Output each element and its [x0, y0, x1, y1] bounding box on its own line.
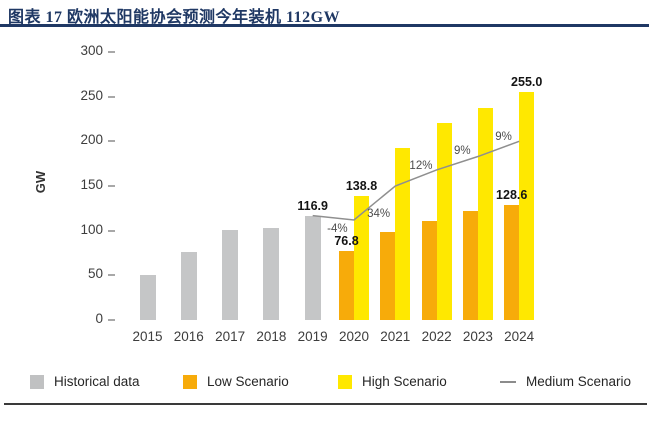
- value-label: 128.6: [496, 188, 528, 203]
- y-tick-label: 0: [95, 311, 103, 326]
- legend-item-historical: Historical data: [30, 374, 140, 389]
- high-scenario-swatch-icon: [338, 374, 352, 389]
- historical-swatch-icon: [30, 374, 44, 389]
- y-tick-label: 150: [80, 177, 103, 192]
- figure-title: 图表 17 欧洲太阳能协会预测今年装机 112GW: [8, 9, 341, 26]
- bar-historical-2018: [263, 227, 280, 320]
- legend-label-high: High Scenario: [362, 374, 447, 389]
- bar-low-2022: [421, 220, 437, 320]
- y-tick-label: 200: [80, 132, 103, 148]
- title-underline: [0, 24, 649, 27]
- x-label-2021: 2021: [380, 329, 411, 344]
- medium-scenario-line-icon: [500, 380, 516, 383]
- growth-label: -4%: [327, 222, 348, 235]
- bar-high-2024: [519, 92, 535, 320]
- bar-high-2021: [395, 147, 411, 320]
- low-scenario-swatch-icon: [183, 374, 197, 389]
- y-tick-mark: [108, 51, 115, 53]
- legend-item-low: Low Scenario: [183, 374, 289, 389]
- value-label: 138.8: [345, 179, 378, 193]
- legend-label-medium: Medium Scenario: [526, 374, 632, 389]
- bar-historical-2016: [180, 252, 197, 320]
- y-tick-mark: [108, 140, 115, 143]
- legend-item-medium: Medium Scenario: [500, 374, 631, 389]
- bar-low-2021: [380, 231, 396, 320]
- bar-low-2023: [462, 211, 478, 320]
- y-tick-label: 300: [80, 43, 103, 58]
- bar-low-2020: [339, 251, 354, 320]
- bar-historical-2019: [304, 215, 321, 320]
- figure-bottom-rule: [4, 403, 647, 405]
- legend-label-low: Low Scenario: [207, 374, 289, 389]
- value-label: 255.0: [511, 75, 543, 90]
- value-label: 76.8: [334, 234, 359, 249]
- x-label-2024: 2024: [504, 329, 535, 344]
- value-label: 116.9: [297, 198, 328, 213]
- x-label-2017: 2017: [215, 329, 246, 344]
- x-label-2019: 2019: [297, 329, 328, 344]
- x-label-2020: 2020: [338, 329, 370, 344]
- x-label-2016: 2016: [173, 329, 204, 344]
- y-tick-label: 100: [80, 221, 103, 237]
- bar-high-2020: [354, 196, 369, 320]
- x-label-2022: 2022: [421, 329, 452, 344]
- y-tick-mark: [108, 185, 115, 187]
- growth-label: 9%: [495, 130, 512, 143]
- y-tick-mark: [108, 95, 115, 98]
- y-tick-label: 50: [87, 266, 103, 282]
- growth-label: 9%: [453, 145, 471, 158]
- growth-label: 34%: [367, 207, 391, 220]
- x-label-2015: 2015: [132, 329, 163, 344]
- bar-historical-2015: [139, 275, 156, 320]
- x-label-2018: 2018: [256, 329, 287, 344]
- bar-historical-2017: [222, 229, 239, 320]
- y-tick-label: 250: [80, 87, 103, 103]
- y-axis-label: GW: [33, 170, 48, 194]
- y-tick-mark: [108, 229, 115, 232]
- y-tick-mark: [108, 274, 115, 277]
- legend-label-historical: Historical data: [54, 374, 140, 389]
- y-tick-mark: [108, 319, 115, 321]
- growth-label: 12%: [409, 159, 433, 172]
- legend-item-high: High Scenario: [338, 374, 447, 389]
- x-label-2023: 2023: [462, 329, 493, 344]
- bar-low-2024: [504, 205, 520, 320]
